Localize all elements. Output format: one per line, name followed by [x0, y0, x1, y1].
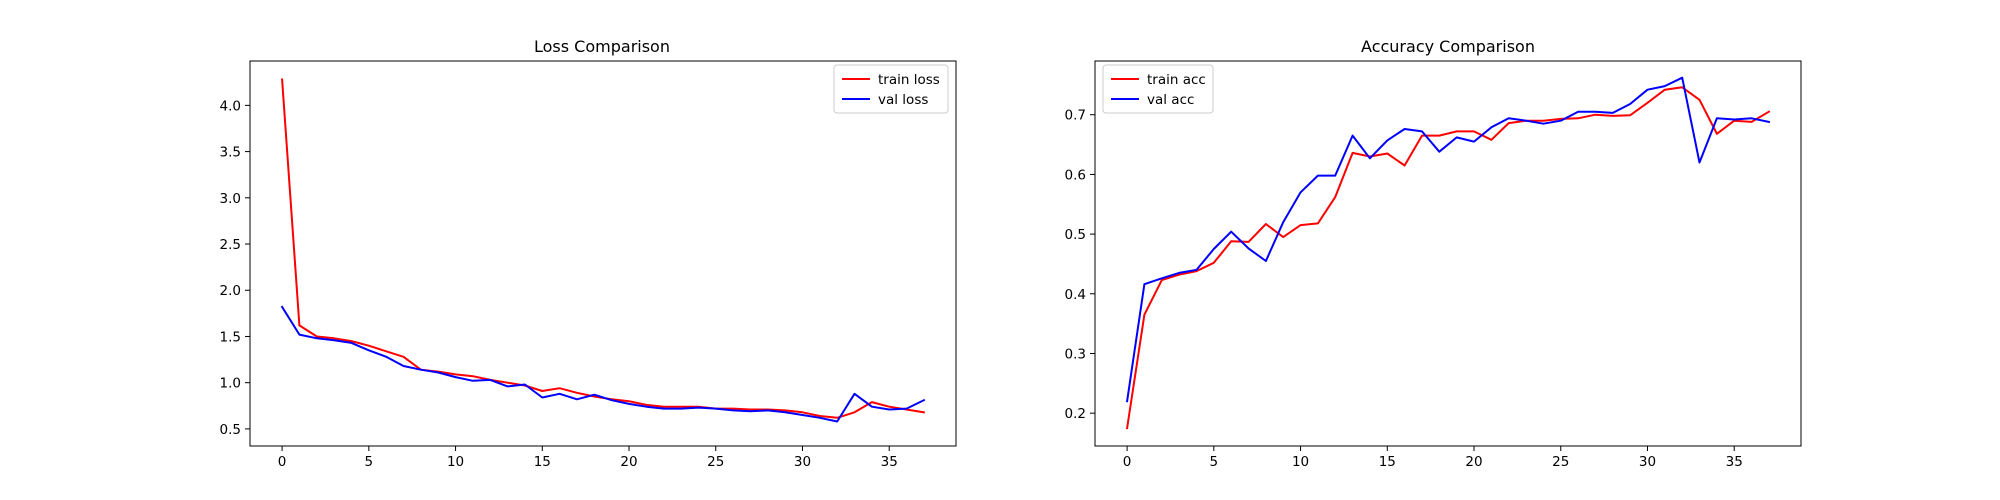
accuracy-ytick-label: 0.3 — [1065, 346, 1086, 362]
loss-ytick-label: 3.0 — [220, 191, 241, 207]
accuracy-plot-frame — [1094, 60, 1802, 447]
legend-label-train-acc: train acc — [1147, 72, 1206, 88]
legend-label-train-loss: train loss — [878, 72, 940, 88]
series-line-train-acc — [1125, 86, 1771, 430]
loss-xtick-label: 25 — [707, 454, 724, 470]
series-line-val-loss — [280, 305, 926, 423]
legend-label-val-acc: val acc — [1147, 92, 1194, 108]
accuracy-chart: Accuracy Comparison 0 5 10 15 20 25 30 35 0.2 0.3… — [1065, 37, 1802, 470]
accuracy-series-layer — [1125, 76, 1771, 430]
loss-series-layer — [280, 78, 926, 423]
loss-ytick-label: 3.5 — [220, 145, 241, 161]
accuracy-ytick-label: 0.4 — [1065, 287, 1086, 303]
loss-chart: Loss Comparison 0 5 10 15 20 25 30 35 0.5 1.0 1.5 2… — [220, 37, 957, 470]
loss-xtick-label: 10 — [447, 454, 464, 470]
series-line-val-acc — [1125, 76, 1771, 403]
accuracy-chart-title: Accuracy Comparison — [1361, 37, 1535, 56]
accuracy-ytick-label: 0.6 — [1065, 167, 1086, 183]
accuracy-xtick-label: 35 — [1726, 454, 1743, 470]
accuracy-legend-box — [1102, 64, 1214, 114]
accuracy-xtick-label: 0 — [1123, 454, 1132, 470]
loss-ytick-label: 4.0 — [220, 98, 241, 114]
loss-plot-frame — [249, 60, 957, 447]
accuracy-xtick-label: 10 — [1292, 454, 1309, 470]
accuracy-ytick-label: 0.2 — [1065, 406, 1086, 422]
loss-xtick-label: 5 — [365, 454, 374, 470]
loss-xtick-label: 0 — [278, 454, 287, 470]
accuracy-xtick-label: 5 — [1210, 454, 1219, 470]
loss-legend-box — [833, 64, 949, 114]
loss-ytick-label: 1.0 — [220, 376, 241, 392]
loss-ticks-layer: 0 5 10 15 20 25 30 35 0.5 1.0 1.5 2.0 2.5 3.0 3.5 4.0 — [220, 98, 898, 470]
loss-legend: train loss val loss — [833, 64, 949, 114]
loss-ytick-label: 0.5 — [220, 422, 241, 438]
loss-xtick-label: 20 — [620, 454, 637, 470]
accuracy-xtick-label: 25 — [1552, 454, 1569, 470]
loss-ytick-label: 2.0 — [220, 283, 241, 299]
accuracy-xtick-label: 30 — [1639, 454, 1656, 470]
loss-xtick-label: 30 — [794, 454, 811, 470]
accuracy-ytick-label: 0.7 — [1065, 108, 1086, 124]
accuracy-xtick-label: 15 — [1379, 454, 1396, 470]
loss-ytick-label: 1.5 — [220, 329, 241, 345]
loss-xtick-label: 35 — [881, 454, 898, 470]
accuracy-legend: train acc val acc — [1102, 64, 1214, 114]
accuracy-xtick-label: 20 — [1465, 454, 1482, 470]
loss-chart-title: Loss Comparison — [534, 37, 670, 56]
accuracy-ytick-label: 0.5 — [1065, 227, 1086, 243]
loss-xtick-label: 15 — [534, 454, 551, 470]
accuracy-ticks-layer: 0 5 10 15 20 25 30 35 0.2 0.3 0.4 0.5 0.6 0.7 — [1065, 108, 1743, 470]
legend-label-val-loss: val loss — [878, 92, 928, 108]
loss-ytick-label: 2.5 — [220, 237, 241, 253]
